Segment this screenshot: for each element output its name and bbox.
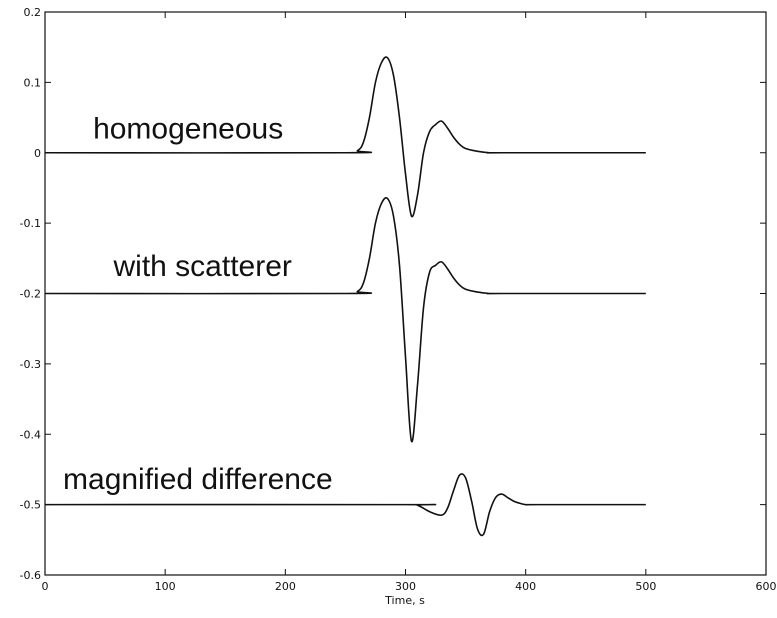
x-tick-label: 300 xyxy=(395,580,416,593)
trace-annotation: homogeneous xyxy=(93,113,283,146)
trace-annotation: with scatterer xyxy=(112,250,291,283)
x-tick-label: 500 xyxy=(635,580,656,593)
y-tick-label: 0 xyxy=(34,147,41,160)
annotations: homogeneous with scatterer magnified diffe… xyxy=(63,113,333,496)
y-tick-label: 0.1 xyxy=(24,76,42,89)
trace-0 xyxy=(44,56,646,218)
y-tick-label: -0.5 xyxy=(20,499,41,512)
y-tick-label: -0.2 xyxy=(20,288,41,301)
x-tick-label: 0 xyxy=(42,580,49,593)
x-axis-title: Time, s xyxy=(384,594,425,607)
y-tick-labels: 0.2 0.1 0 -0.1 -0.2 -0.3 -0.4 -0.5 -0.6 xyxy=(20,6,41,582)
x-tick-label: 600 xyxy=(756,580,777,593)
x-tick-label: 200 xyxy=(275,580,296,593)
trace-annotation: magnified difference xyxy=(63,463,333,496)
x-tick-labels: 0 100 200 300 400 500 600 xyxy=(42,580,777,593)
y-tick-label: 0.2 xyxy=(24,6,42,19)
trace-2 xyxy=(44,473,646,537)
x-tick-label: 400 xyxy=(515,580,536,593)
y-tick-label: -0.1 xyxy=(20,217,41,230)
traces xyxy=(44,56,646,537)
tick-marks xyxy=(44,11,767,576)
y-tick-label: -0.3 xyxy=(20,358,41,371)
y-tick-label: -0.4 xyxy=(20,428,41,441)
y-tick-label: -0.6 xyxy=(20,569,41,582)
x-tick-label: 100 xyxy=(155,580,176,593)
trace-1 xyxy=(44,197,646,443)
